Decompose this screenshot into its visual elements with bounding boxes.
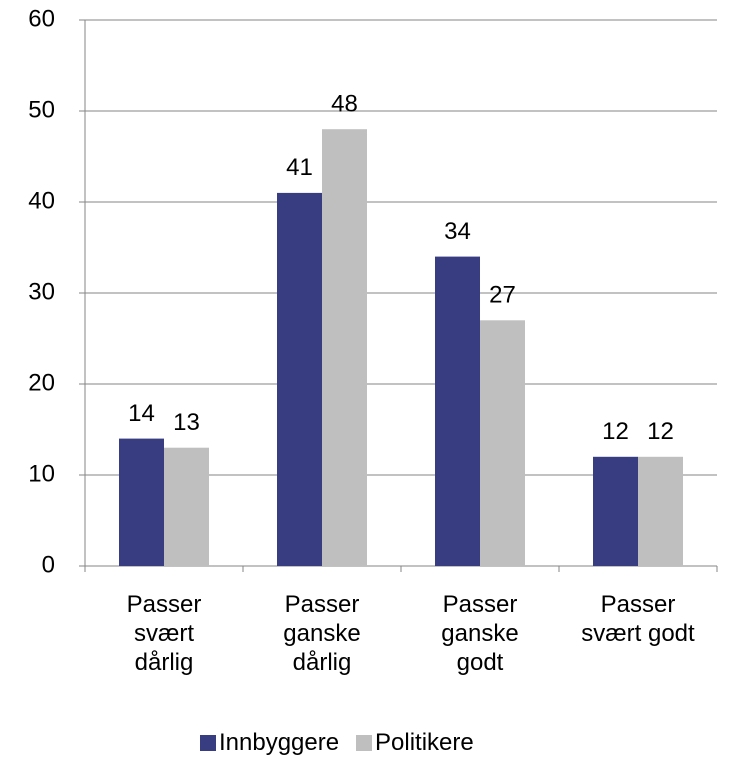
bar (277, 192, 322, 566)
y-tick-label: 20 (28, 369, 55, 396)
y-tick-label: 30 (28, 278, 55, 305)
legend-item: Innbyggere (200, 729, 339, 757)
legend-label: Politikere (375, 729, 474, 756)
value-label: 27 (489, 282, 516, 309)
bar (480, 320, 525, 566)
value-label: 14 (128, 400, 155, 427)
value-label: 12 (602, 418, 629, 445)
bar (593, 456, 638, 566)
y-tick-label: 40 (28, 187, 55, 214)
legend-swatch (200, 735, 216, 751)
value-label: 41 (286, 154, 313, 181)
bar (119, 438, 164, 566)
y-tick-label: 10 (28, 460, 55, 487)
y-tick-label: 50 (28, 96, 55, 123)
bar (322, 129, 367, 566)
x-tick-label: Passer ganske dårlig (283, 591, 361, 676)
value-label: 12 (647, 418, 674, 445)
y-tick-label: 60 (28, 5, 55, 32)
x-tick-label: Passer svært godt (581, 591, 695, 647)
legend-swatch (356, 735, 372, 751)
bar (638, 456, 683, 566)
value-label: 48 (331, 91, 358, 118)
legend-label: Innbyggere (219, 729, 340, 756)
y-tick-label: 0 (42, 551, 55, 578)
bar (435, 256, 480, 566)
bar (164, 447, 209, 566)
value-label: 13 (173, 409, 200, 436)
value-label: 34 (444, 218, 471, 245)
x-tick-label: Passer svært dårlig (126, 591, 202, 676)
legend-item: Politikere (356, 729, 474, 757)
x-tick-label: Passer ganske godt (441, 591, 519, 676)
